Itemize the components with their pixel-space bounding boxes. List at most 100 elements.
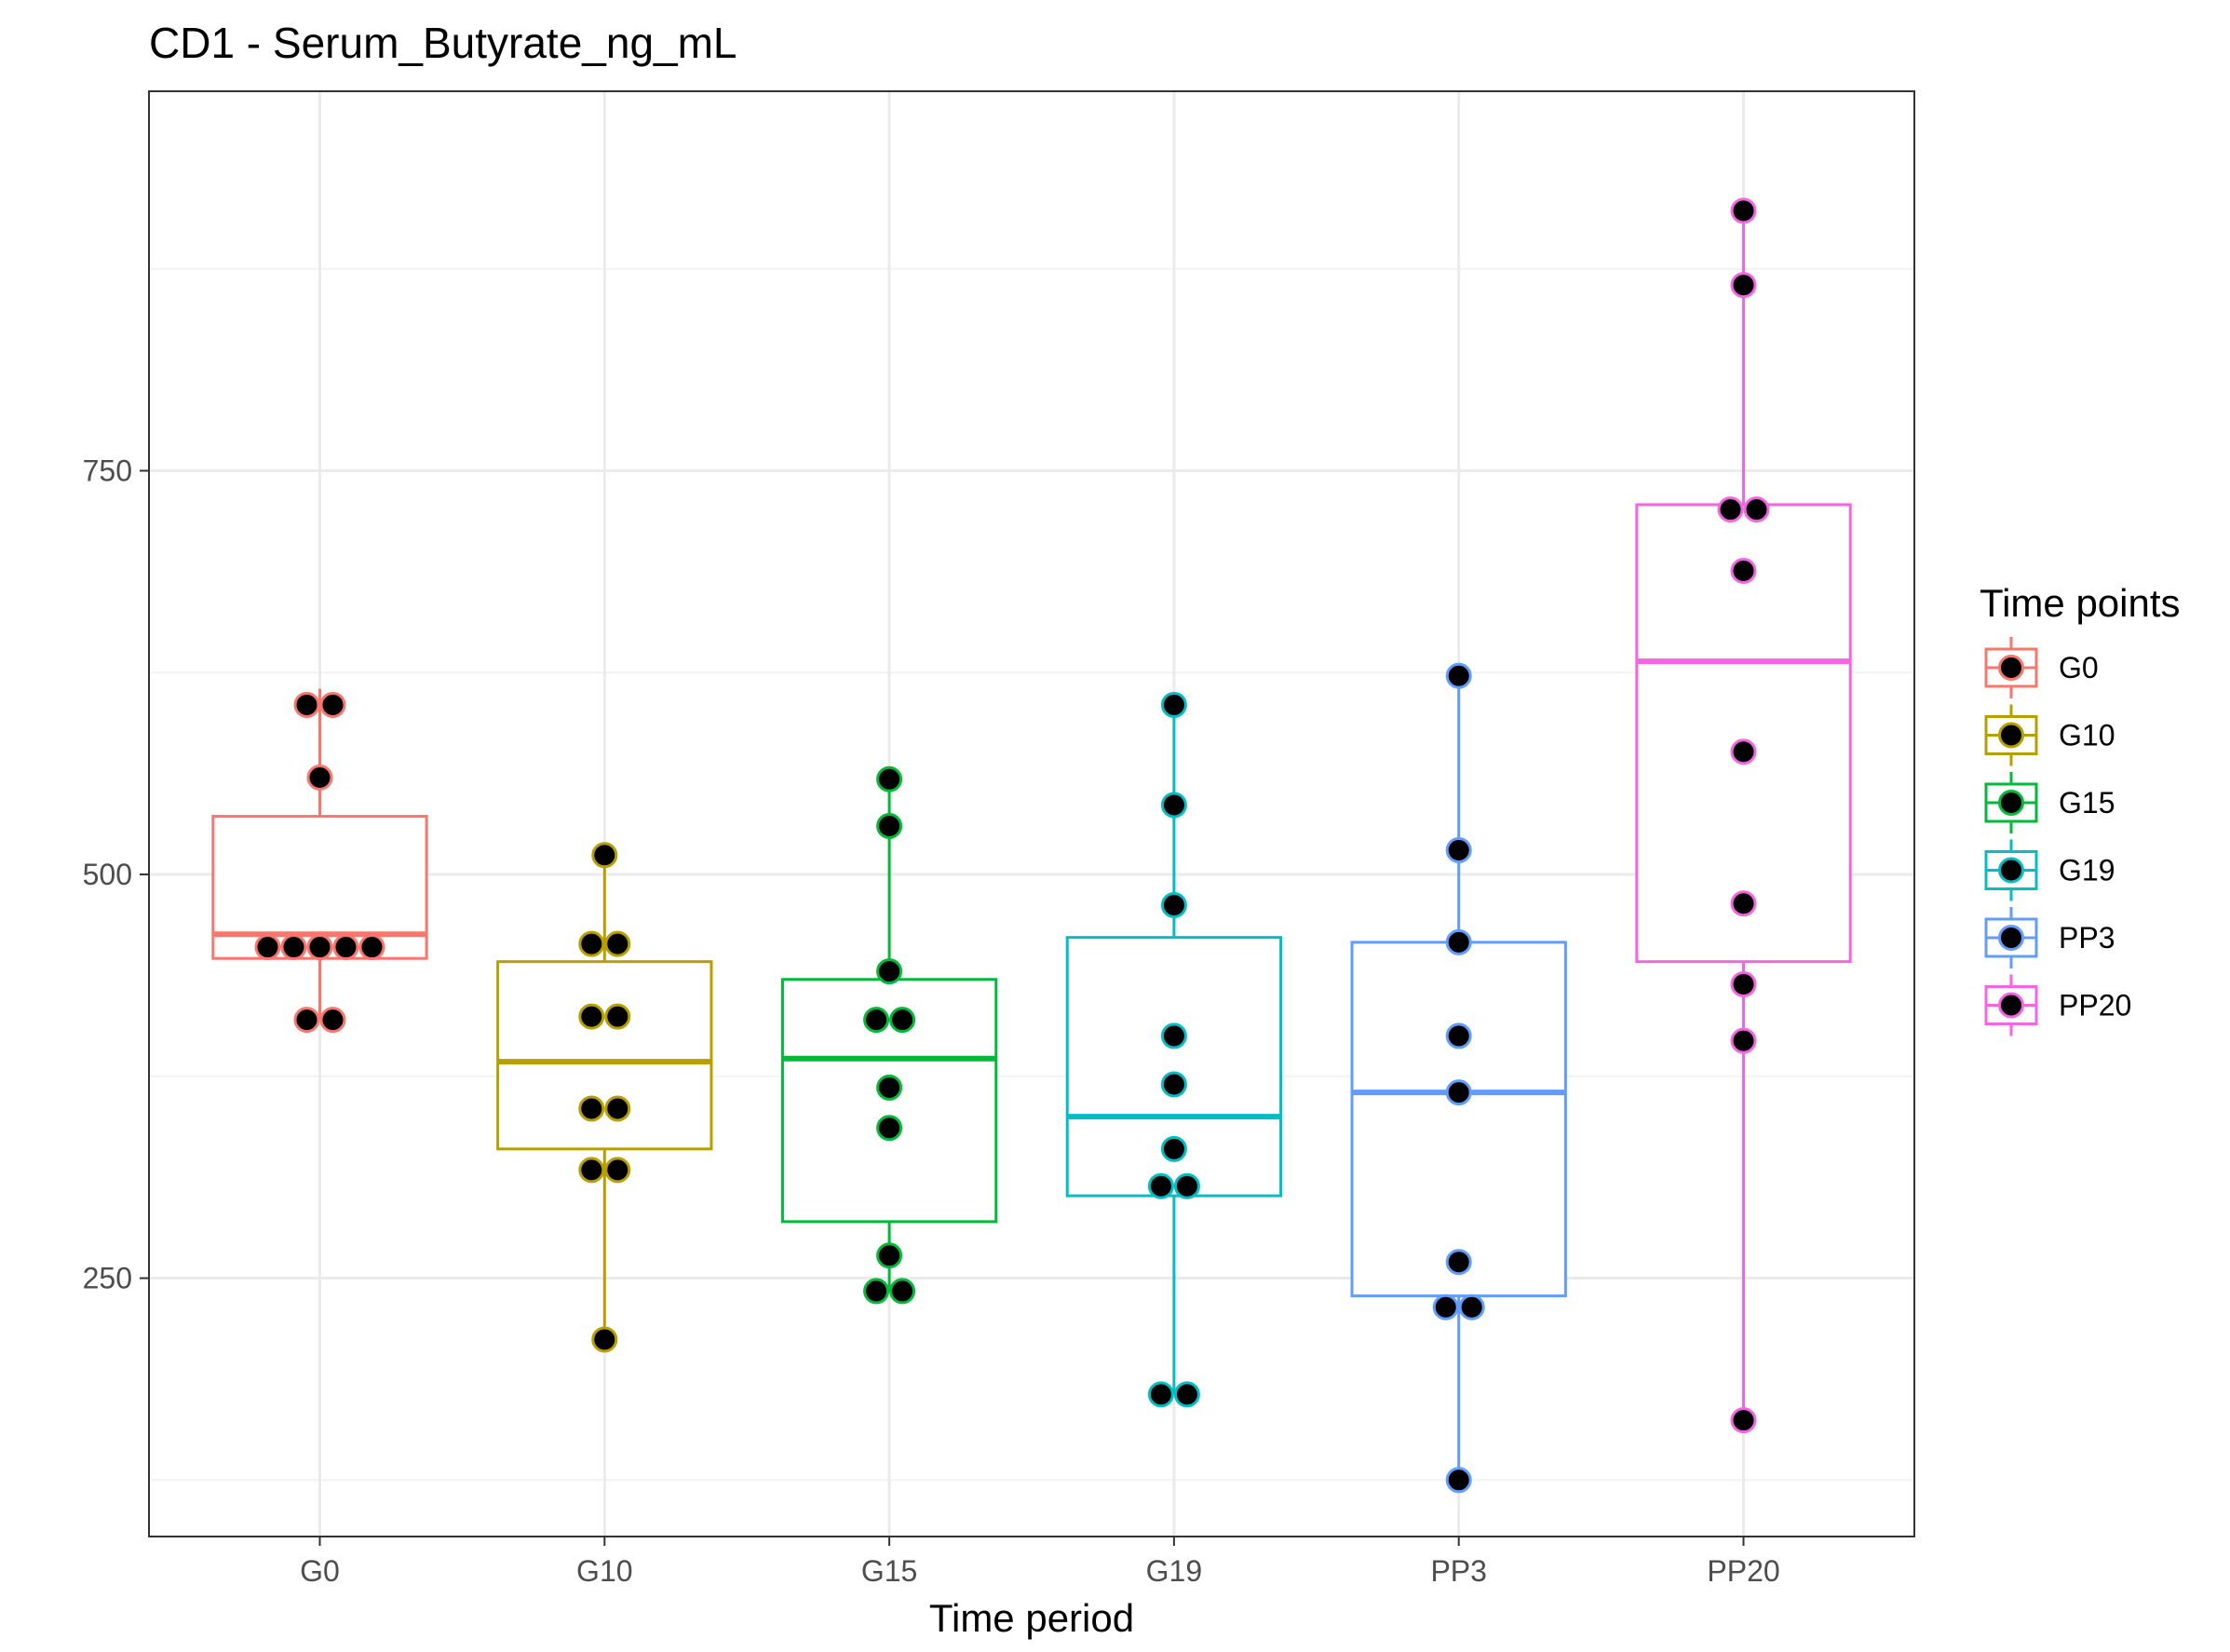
x-tick-label-G0: G0 — [300, 1554, 340, 1588]
point-PP3-7 — [1445, 837, 1472, 864]
point-G19-1 — [1173, 1381, 1200, 1408]
point-G10-4 — [604, 1095, 631, 1122]
axes: 250 500 750 G0 G10 G15 G19 PP3 PP20 — [83, 454, 1780, 1588]
x-tick-label-G19: G19 — [1146, 1554, 1202, 1588]
point-G19-3 — [1173, 1172, 1200, 1199]
point-G0-5 — [332, 934, 359, 961]
point-G15-7 — [876, 958, 903, 985]
legend-item-PP20: PP20 — [1984, 974, 2131, 1036]
box-plots — [211, 210, 1852, 1481]
point-PP20-2 — [1730, 970, 1757, 997]
point-G10-1 — [578, 1157, 605, 1184]
point-G15-3 — [876, 1115, 903, 1142]
y-tick-label-500: 500 — [83, 858, 132, 891]
point-G0-6 — [358, 934, 385, 961]
box-iqr-PP20 — [1635, 503, 1852, 964]
point-PP20-1 — [1730, 1027, 1757, 1054]
point-G0-2 — [254, 934, 281, 961]
point-PP3-8 — [1445, 662, 1472, 689]
point-G19-9 — [1160, 691, 1187, 718]
box-PP20 — [1635, 210, 1852, 1421]
point-G0-1 — [319, 1007, 346, 1034]
x-tick-label-G10: G10 — [576, 1554, 632, 1588]
box-G15 — [780, 779, 998, 1292]
legend-item-PP3: PP3 — [1984, 907, 2115, 968]
point-PP20-8 — [1730, 272, 1757, 299]
legend-key-point-G10 — [1998, 722, 2024, 749]
point-G0-0 — [293, 1007, 320, 1034]
x-tick-label-PP20: PP20 — [1707, 1554, 1779, 1588]
point-G0-8 — [293, 691, 320, 718]
point-G19-0 — [1147, 1381, 1174, 1408]
point-PP3-1 — [1432, 1293, 1459, 1320]
point-PP20-9 — [1730, 197, 1757, 224]
point-G10-3 — [578, 1095, 605, 1122]
point-PP20-0 — [1730, 1407, 1757, 1434]
legend-title: Time points — [1980, 581, 2181, 625]
plot-panel-border — [148, 90, 1915, 1537]
box-G10 — [496, 855, 713, 1340]
x-axis-title: Time period — [929, 1596, 1134, 1640]
point-G10-6 — [604, 1003, 631, 1030]
legend-label-G10: G10 — [2059, 719, 2115, 752]
point-PP3-4 — [1445, 1079, 1472, 1106]
point-PP3-3 — [1445, 1249, 1472, 1276]
point-PP20-3 — [1730, 890, 1757, 917]
point-PP3-6 — [1445, 928, 1472, 955]
legend-label-PP3: PP3 — [2059, 921, 2115, 955]
box-iqr-G10 — [496, 960, 713, 1151]
point-G15-9 — [876, 765, 903, 792]
legend-item-G10: G10 — [1984, 704, 2115, 766]
legend-key-point-PP3 — [1998, 925, 2024, 951]
box-G0 — [211, 688, 428, 1021]
point-G15-4 — [876, 1074, 903, 1101]
legend-key-point-G15 — [1998, 790, 2024, 816]
point-G0-9 — [319, 691, 346, 718]
x-tick-label-G15: G15 — [861, 1554, 917, 1588]
point-G10-9 — [591, 842, 618, 869]
point-G19-6 — [1160, 1022, 1187, 1049]
point-G15-2 — [876, 1242, 903, 1269]
point-PP3-2 — [1458, 1293, 1485, 1320]
y-tick-label-750: 750 — [83, 454, 132, 488]
legend-key-point-PP20 — [1998, 992, 2024, 1019]
legend-item-G19: G19 — [1984, 839, 2115, 901]
legend-label-G0: G0 — [2059, 651, 2099, 684]
point-G0-3 — [280, 934, 307, 961]
legend: Time points G0 G10 G15 G19 PP3 PP20 — [1980, 581, 2181, 1036]
point-G15-1 — [889, 1278, 916, 1305]
point-PP20-4 — [1730, 738, 1757, 765]
legend-item-G15: G15 — [1984, 772, 2115, 833]
box-PP3 — [1350, 675, 1567, 1481]
point-PP20-5 — [1730, 558, 1757, 585]
point-G19-5 — [1160, 1071, 1187, 1098]
legend-key-point-G0 — [1998, 655, 2024, 681]
y-tick-label-250: 250 — [83, 1262, 132, 1295]
data-points — [254, 197, 1770, 1494]
point-PP3-5 — [1445, 1022, 1472, 1049]
legend-key-point-G19 — [1998, 857, 2024, 884]
point-G15-6 — [889, 1007, 916, 1034]
point-G19-8 — [1160, 792, 1187, 819]
point-G15-0 — [863, 1278, 890, 1305]
box-iqr-PP3 — [1350, 941, 1567, 1298]
point-PP20-6 — [1717, 496, 1744, 523]
legend-label-PP20: PP20 — [2059, 989, 2131, 1022]
point-G10-8 — [604, 930, 631, 957]
legend-label-G15: G15 — [2059, 786, 2115, 819]
point-PP3-0 — [1445, 1467, 1472, 1494]
x-tick-label-PP3: PP3 — [1430, 1554, 1486, 1588]
point-G19-2 — [1147, 1172, 1174, 1199]
point-PP20-7 — [1743, 496, 1770, 523]
point-G10-0 — [591, 1326, 618, 1353]
point-G19-7 — [1160, 891, 1187, 918]
point-G10-5 — [578, 1003, 605, 1030]
point-G0-4 — [306, 934, 333, 961]
point-G0-7 — [306, 764, 333, 791]
point-G19-4 — [1160, 1135, 1187, 1162]
legend-label-G19: G19 — [2059, 854, 2115, 887]
chart-title: CD1 - Serum_Butyrate_ng_mL — [149, 19, 737, 67]
point-G15-5 — [863, 1007, 890, 1034]
legend-item-G0: G0 — [1984, 637, 2099, 698]
